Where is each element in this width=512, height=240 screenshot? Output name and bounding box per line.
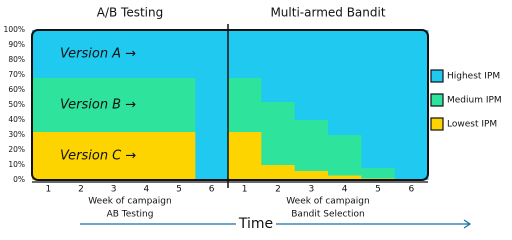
x-tick-label: 3 [308,185,314,195]
bar-segment [294,120,329,171]
bar-segment [162,132,196,180]
bar-segment [97,30,131,78]
x-tick-label: 2 [78,185,84,195]
bar-segment [361,168,396,179]
bar-segment [361,30,396,168]
frame [31,29,429,181]
bar-segment [130,78,164,132]
y-tick-label: 40% [8,115,25,124]
bar-segment [195,30,229,180]
bar-segment [328,30,362,135]
bar-segment [97,78,131,132]
bar-segment [130,132,164,180]
bar-segment [162,78,196,132]
bar-segment [32,30,66,78]
x-tick-label: 6 [408,185,414,195]
bar-segment [130,30,164,78]
caption: AB Testing [107,210,154,220]
bar-segment [294,171,329,180]
x-tick-label: 1 [242,185,248,195]
bar-segment [97,132,131,180]
x-tick-label: 5 [176,185,182,195]
series-label: Version A → [60,47,136,62]
bar-segment [328,175,362,180]
legend-label: Highest IPM [447,72,500,82]
time-arrow-head [463,219,472,229]
y-tick-label: 70% [8,70,25,79]
bar-segment [328,135,362,176]
legend-swatch [430,93,444,107]
x-axis-label: Week of campaign [286,197,369,207]
y-tick-label: 90% [8,40,25,49]
panel-title: Multi-armed Bandit [270,6,385,20]
bar-segment [32,132,66,180]
y-tick-label: 0% [13,175,25,184]
y-tick-label: 10% [8,160,25,169]
x-tick-label: 4 [342,185,348,195]
series-label: Version B → [60,98,136,113]
bar-segment [228,132,262,180]
x-tick-label: 6 [209,185,215,195]
bar-segment [32,78,66,132]
bar-segment [64,30,98,78]
legend-label: Lowest IPM [447,120,497,130]
time-label: Time [238,216,273,232]
caption: Bandit Selection [291,210,364,220]
y-tick-label: 80% [8,55,25,64]
x-axis-label: Week of campaign [88,197,171,207]
y-tick-label: 100% [4,25,25,34]
bar-segment [261,30,296,102]
bar-segment [261,102,296,165]
bar-segment [228,78,262,132]
bar-segment [261,165,296,180]
y-tick-label: 60% [8,85,25,94]
y-tick-label: 30% [8,130,25,139]
legend-swatch [430,117,444,131]
series-label: Version C → [60,149,136,164]
x-tick-label: 3 [111,185,117,195]
bar-segment [228,30,262,78]
legend-label: Medium IPM [447,96,502,106]
bar-segment [294,30,329,120]
y-tick-label: 50% [8,100,25,109]
x-tick-label: 4 [143,185,149,195]
bar-segment [394,30,429,180]
legend-swatch [430,69,444,83]
y-tick-label: 20% [8,145,25,154]
x-tick-label: 2 [275,185,281,195]
bar-segment [64,132,98,180]
panel-title: A/B Testing [97,6,164,20]
x-tick-label: 5 [375,185,381,195]
bar-segment [162,30,196,78]
x-tick-label: 1 [45,185,51,195]
bar-segment [64,78,98,132]
